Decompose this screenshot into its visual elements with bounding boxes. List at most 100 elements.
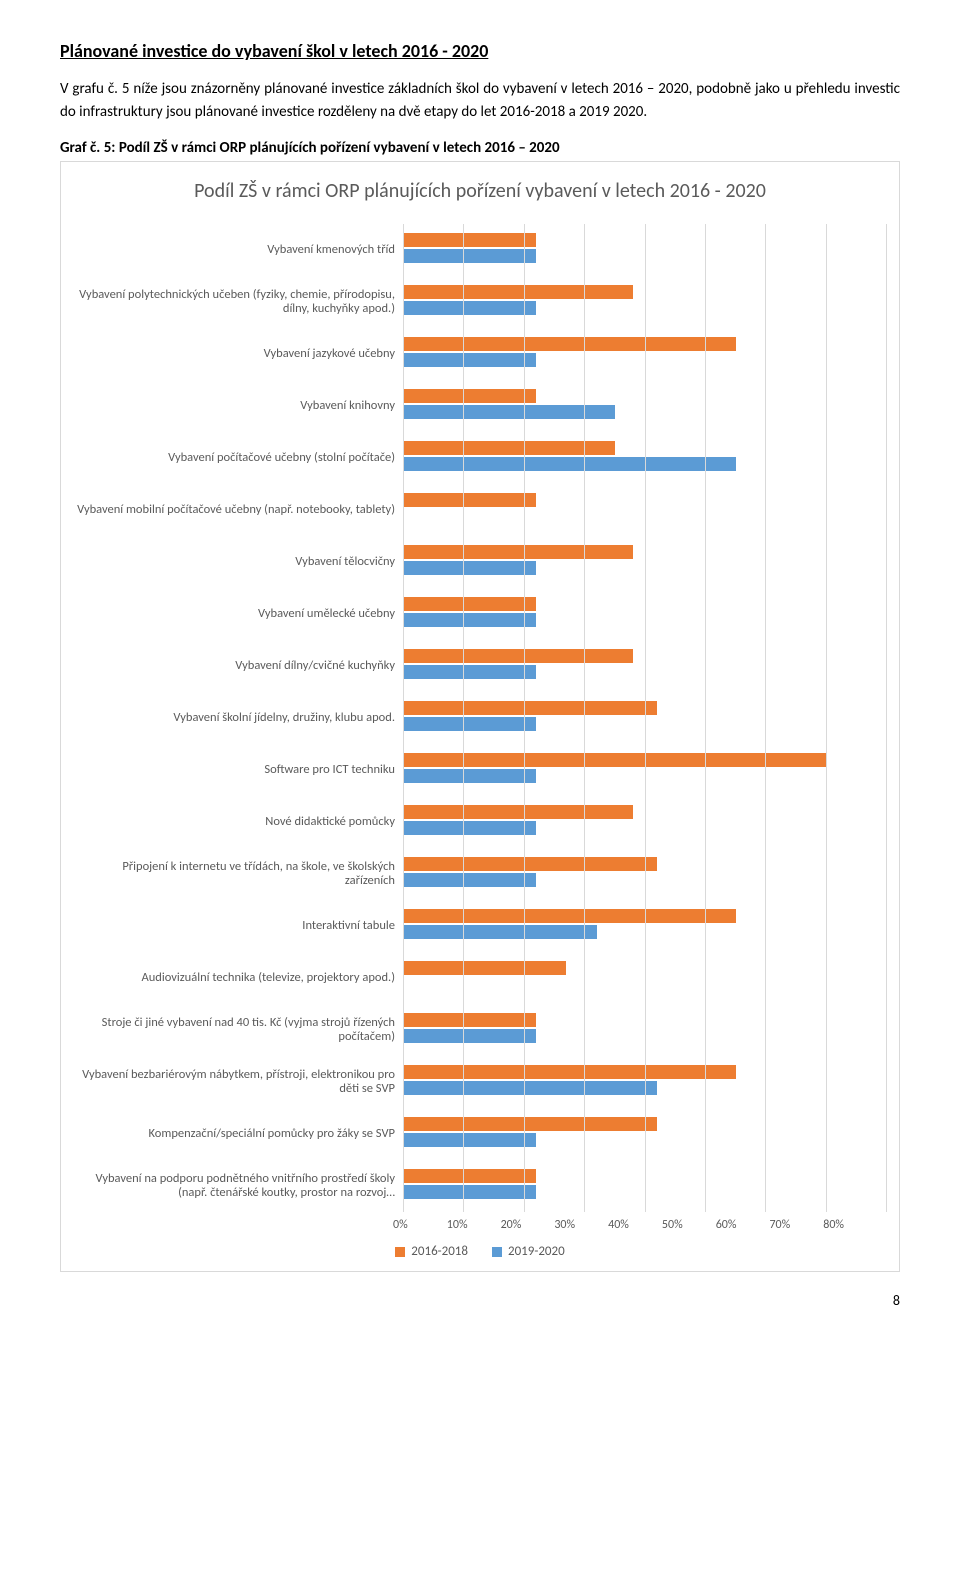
intro-paragraph: V grafu č. 5 níže jsou znázorněny plánov… bbox=[60, 78, 900, 123]
chart-bar bbox=[403, 1169, 536, 1183]
chart-bar-group bbox=[403, 1160, 887, 1208]
chart-bar-group bbox=[403, 796, 887, 844]
chart-bar-group bbox=[403, 484, 887, 532]
chart-bar-group bbox=[403, 848, 887, 896]
section-heading: Plánované investice do vybavení škol v l… bbox=[60, 40, 900, 62]
chart-title: Podíl ZŠ v rámci ORP plánujících pořízen… bbox=[73, 178, 887, 204]
chart-bars bbox=[403, 224, 887, 1212]
chart-bar bbox=[403, 909, 736, 923]
chart-bar bbox=[403, 1065, 736, 1079]
chart-bar-group bbox=[403, 744, 887, 792]
chart-category-label: Vybavení počítačové učebny (stolní počít… bbox=[73, 432, 403, 484]
chart-bar bbox=[403, 961, 566, 975]
chart-bar bbox=[403, 441, 615, 455]
chart-bar bbox=[403, 301, 536, 315]
page-number: 8 bbox=[60, 1292, 900, 1309]
chart-bar-group bbox=[403, 1108, 887, 1156]
chart-bar-group bbox=[403, 380, 887, 428]
chart-y-labels: Vybavení kmenových třídVybavení polytech… bbox=[73, 224, 403, 1212]
chart-bar bbox=[403, 353, 536, 367]
chart-bar-group bbox=[403, 432, 887, 480]
chart-bar bbox=[403, 1185, 536, 1199]
chart-bar-group bbox=[403, 952, 887, 1000]
chart-bar bbox=[403, 233, 536, 247]
chart-bar-group bbox=[403, 536, 887, 584]
chart-bar-group bbox=[403, 900, 887, 948]
chart-bar-group bbox=[403, 640, 887, 688]
chart-bar bbox=[403, 405, 615, 419]
figure-caption: Graf č. 5: Podíl ZŠ v rámci ORP plánujíc… bbox=[60, 139, 900, 157]
chart-category-label: Software pro ICT techniku bbox=[73, 744, 403, 796]
chart-category-label: Vybavení polytechnických učeben (fyziky,… bbox=[73, 276, 403, 328]
chart-bar bbox=[403, 545, 633, 559]
chart-bar bbox=[403, 1117, 657, 1131]
chart-bar bbox=[403, 701, 657, 715]
legend-swatch bbox=[395, 1247, 405, 1257]
chart-category-label: Nové didaktické pomůcky bbox=[73, 796, 403, 848]
chart-category-label: Vybavení mobilní počítačové učebny (např… bbox=[73, 484, 403, 536]
chart-bar-group bbox=[403, 276, 887, 324]
legend-swatch bbox=[492, 1247, 502, 1257]
chart-category-label: Interaktivní tabule bbox=[73, 900, 403, 952]
chart-bar bbox=[403, 597, 536, 611]
chart-bar-group bbox=[403, 224, 887, 272]
chart-bar bbox=[403, 649, 633, 663]
chart-bar bbox=[403, 1133, 536, 1147]
chart-container: Podíl ZŠ v rámci ORP plánujících pořízen… bbox=[60, 161, 900, 1272]
chart-bar bbox=[403, 249, 536, 263]
chart-x-tick: 50% bbox=[662, 1218, 716, 1232]
chart-x-tick: 30% bbox=[554, 1218, 608, 1232]
chart-category-label: Vybavení na podporu podnětného vnitřního… bbox=[73, 1160, 403, 1212]
legend-label: 2019-2020 bbox=[508, 1244, 565, 1259]
chart-bar bbox=[403, 389, 536, 403]
legend-item-2019-2020: 2019-2020 bbox=[492, 1244, 565, 1259]
chart-category-label: Vybavení jazykové učebny bbox=[73, 328, 403, 380]
chart-category-label: Vybavení kmenových tříd bbox=[73, 224, 403, 276]
chart-category-label: Audiovizuální technika (televize, projek… bbox=[73, 952, 403, 1004]
chart-x-tick: 10% bbox=[447, 1218, 501, 1232]
chart-x-tick: 70% bbox=[769, 1218, 823, 1232]
chart-bar bbox=[403, 1029, 536, 1043]
chart-bar bbox=[403, 769, 536, 783]
chart-bar bbox=[403, 857, 657, 871]
chart-bar bbox=[403, 753, 827, 767]
chart-category-label: Vybavení tělocvičny bbox=[73, 536, 403, 588]
chart-bar bbox=[403, 873, 536, 887]
chart-category-label: Vybavení bezbariérovým nábytkem, přístro… bbox=[73, 1056, 403, 1108]
chart-bar-group bbox=[403, 1056, 887, 1104]
chart-category-label: Vybavení umělecké učebny bbox=[73, 588, 403, 640]
chart-bar bbox=[403, 457, 736, 471]
chart-bar bbox=[403, 613, 536, 627]
chart-bar bbox=[403, 805, 633, 819]
legend-item-2016-2018: 2016-2018 bbox=[395, 1244, 468, 1259]
chart-bar-group bbox=[403, 1004, 887, 1052]
chart-bar bbox=[403, 717, 536, 731]
chart-category-label: Vybavení knihovny bbox=[73, 380, 403, 432]
chart-plot-area: Vybavení kmenových třídVybavení polytech… bbox=[73, 224, 887, 1212]
chart-bar bbox=[403, 285, 633, 299]
chart-category-label: Stroje či jiné vybavení nad 40 tis. Kč (… bbox=[73, 1004, 403, 1056]
chart-x-tick: 80% bbox=[823, 1218, 877, 1232]
chart-bar bbox=[403, 925, 597, 939]
chart-bar-group bbox=[403, 588, 887, 636]
chart-category-label: Vybavení školní jídelny, družiny, klubu … bbox=[73, 692, 403, 744]
chart-x-tick: 0% bbox=[393, 1218, 447, 1232]
chart-bar bbox=[403, 493, 536, 507]
chart-bar bbox=[403, 1013, 536, 1027]
chart-x-tick: 20% bbox=[501, 1218, 555, 1232]
chart-bar bbox=[403, 1081, 657, 1095]
chart-bar bbox=[403, 665, 536, 679]
chart-x-axis: 0%10%20%30%40%50%60%70%80% bbox=[403, 1218, 887, 1232]
chart-x-tick: 60% bbox=[716, 1218, 770, 1232]
chart-bar bbox=[403, 561, 536, 575]
chart-category-label: Kompenzační/speciální pomůcky pro žáky s… bbox=[73, 1108, 403, 1160]
chart-bar-group bbox=[403, 328, 887, 376]
legend-label: 2016-2018 bbox=[411, 1244, 468, 1259]
chart-legend: 2016-2018 2019-2020 bbox=[73, 1244, 887, 1259]
chart-bar-group bbox=[403, 692, 887, 740]
chart-x-tick: 40% bbox=[608, 1218, 662, 1232]
chart-category-label: Připojení k internetu ve třídách, na ško… bbox=[73, 848, 403, 900]
chart-bar bbox=[403, 821, 536, 835]
chart-bar bbox=[403, 337, 736, 351]
chart-category-label: Vybavení dílny/cvičné kuchyňky bbox=[73, 640, 403, 692]
